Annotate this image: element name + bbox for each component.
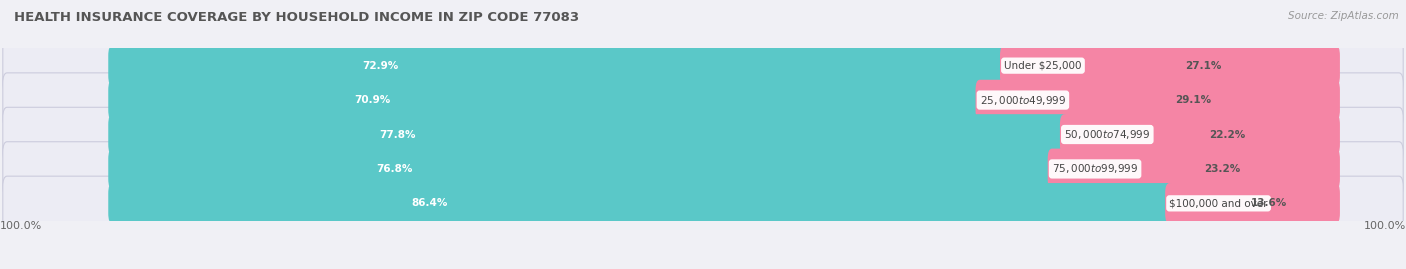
Text: 72.9%: 72.9% [361,61,398,71]
Text: 29.1%: 29.1% [1175,95,1212,105]
FancyBboxPatch shape [108,148,1056,189]
FancyBboxPatch shape [3,107,1403,162]
Text: 77.8%: 77.8% [380,129,416,140]
Text: 13.6%: 13.6% [1251,198,1288,208]
Text: 70.9%: 70.9% [354,95,391,105]
Text: 22.2%: 22.2% [1209,129,1246,140]
Text: 100.0%: 100.0% [1364,221,1406,231]
Text: HEALTH INSURANCE COVERAGE BY HOUSEHOLD INCOME IN ZIP CODE 77083: HEALTH INSURANCE COVERAGE BY HOUSEHOLD I… [14,11,579,24]
Text: 100.0%: 100.0% [0,221,42,231]
FancyBboxPatch shape [3,38,1403,93]
FancyBboxPatch shape [108,114,1069,155]
Text: $100,000 and over: $100,000 and over [1170,198,1268,208]
Text: 76.8%: 76.8% [377,164,412,174]
FancyBboxPatch shape [1060,114,1340,155]
FancyBboxPatch shape [108,183,1174,224]
FancyBboxPatch shape [3,176,1403,231]
Text: $75,000 to $99,999: $75,000 to $99,999 [1052,162,1139,175]
FancyBboxPatch shape [1047,148,1340,189]
Text: $25,000 to $49,999: $25,000 to $49,999 [980,94,1066,107]
Text: Source: ZipAtlas.com: Source: ZipAtlas.com [1288,11,1399,21]
FancyBboxPatch shape [976,80,1340,121]
Text: 23.2%: 23.2% [1204,164,1240,174]
FancyBboxPatch shape [3,73,1403,127]
FancyBboxPatch shape [1000,45,1340,86]
FancyBboxPatch shape [108,80,984,121]
FancyBboxPatch shape [108,45,1008,86]
FancyBboxPatch shape [1166,183,1340,224]
Text: 27.1%: 27.1% [1185,61,1222,71]
Text: Under $25,000: Under $25,000 [1004,61,1081,71]
FancyBboxPatch shape [3,142,1403,196]
Text: 86.4%: 86.4% [412,198,447,208]
Text: $50,000 to $74,999: $50,000 to $74,999 [1064,128,1150,141]
